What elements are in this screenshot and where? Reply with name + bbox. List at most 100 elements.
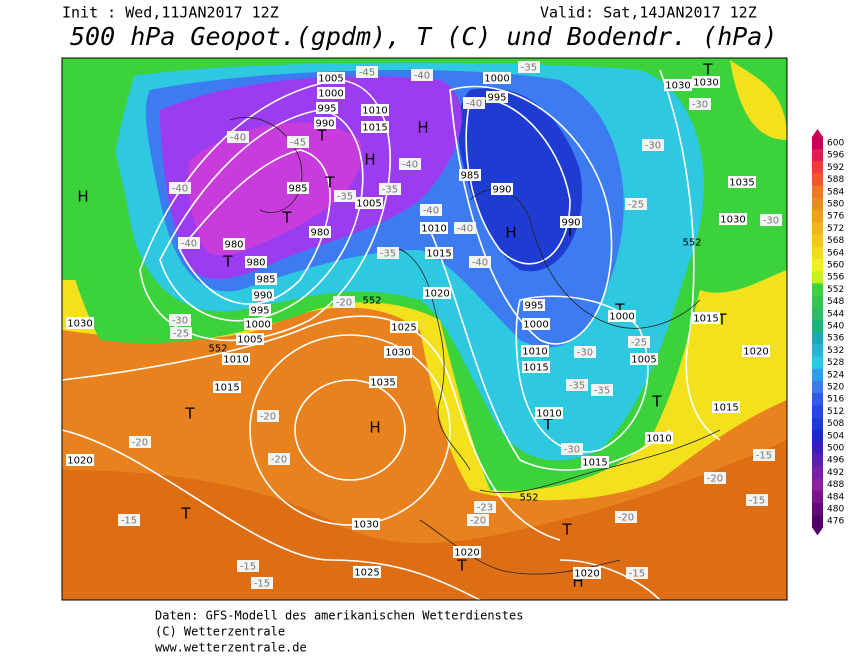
colorbar-bin (812, 417, 823, 431)
temperature-label: -20 (707, 474, 723, 485)
temperature-label: -25 (628, 200, 644, 211)
label-box (361, 104, 389, 116)
label-box (523, 299, 545, 311)
footer-source: Daten: GFS-Modell des amerikanischen Wet… (155, 609, 523, 623)
pressure-centre: H (572, 573, 583, 591)
magenta-area (188, 122, 362, 256)
colorbar-label: 596 (827, 151, 844, 161)
isobar-label: 1000 (484, 74, 509, 85)
isobar-label: 980 (224, 240, 243, 251)
colorbar-bin (812, 405, 823, 418)
colorbar-label: 580 (827, 200, 844, 210)
label-box (249, 304, 271, 316)
temperature-label: -20 (260, 412, 276, 423)
label-box (361, 121, 389, 133)
label-box (491, 183, 513, 195)
colorbar-bin (812, 271, 823, 284)
label-box (118, 514, 140, 526)
label-box (353, 566, 381, 578)
label-box (483, 72, 511, 84)
temperature-label: -15 (756, 451, 772, 462)
coastlines (229, 117, 721, 575)
label-box (425, 247, 453, 259)
isobar-label: 1030 (693, 78, 718, 89)
colorbar-bin (812, 222, 823, 235)
label-box (423, 287, 451, 299)
isobar-label: 990 (492, 185, 511, 196)
colorbar-label: 564 (827, 248, 844, 258)
pressure-centre: T (222, 253, 233, 271)
colorbar-bin (812, 246, 823, 260)
temperature-label: -15 (749, 496, 765, 507)
label-box (560, 216, 582, 228)
colorbar-label: 488 (827, 480, 844, 490)
label-box (728, 176, 756, 188)
label-box (454, 222, 476, 234)
colorbar-label: 524 (827, 370, 844, 380)
isobar-label: 995 (524, 301, 543, 312)
colorbar-label: 600 (827, 139, 844, 149)
pressure-centre: T (542, 416, 553, 434)
label-box (626, 567, 648, 579)
isobar-label: 990 (253, 291, 272, 302)
label-box (252, 289, 274, 301)
colorbar-bin (812, 149, 823, 162)
isobar-label: 1015 (214, 383, 239, 394)
colorbar-label: 544 (827, 309, 844, 319)
label-box (223, 238, 245, 250)
label-box (467, 514, 489, 526)
temperature-label: -30 (692, 100, 708, 111)
isobar-label: 1025 (391, 323, 416, 334)
isobar-label: 1015 (582, 458, 607, 469)
label-box (453, 546, 481, 558)
isobar-label: 1020 (67, 456, 92, 467)
colorbar-label: 556 (827, 273, 844, 283)
temperature-label: -25 (173, 329, 189, 340)
label-box (719, 213, 747, 225)
label-box (628, 336, 650, 348)
footer-url: www.wetterzentrale.de (155, 641, 307, 655)
temperature-label: -23 (477, 503, 493, 514)
label-box (522, 361, 550, 373)
valid-time: Valid: Sat,14JAN2017 12Z (540, 4, 757, 22)
label-box (268, 453, 290, 465)
temperature-label: -20 (132, 438, 148, 449)
colorbar-bin (812, 295, 823, 309)
colorbar-bin (812, 466, 823, 479)
label-box (664, 79, 692, 91)
label-box (227, 131, 249, 143)
label-box (566, 379, 588, 391)
footer-copyright: (C) Wetterzentrale (155, 625, 285, 639)
colorbar-arrow-bottom (812, 527, 823, 536)
isobar-label: 1015 (713, 403, 738, 414)
label-box (213, 381, 241, 393)
map-frame (61, 57, 788, 601)
pressure-centre: T (702, 61, 713, 79)
label-box (420, 204, 442, 216)
isobar-label: 1015 (523, 363, 548, 374)
temperature-label: -35 (521, 63, 537, 74)
colorbar: 600 596 592 588 584 580 576 572 568 564 560 556 552 5… (812, 129, 844, 536)
colorbar-bin (812, 332, 823, 345)
colorbar-bin (812, 442, 823, 455)
isobar-label: 1000 (609, 312, 634, 323)
pressure-centre: T (651, 393, 662, 411)
label-box (689, 98, 711, 110)
colorbar-label: 500 (827, 444, 844, 454)
colorbar-bin (812, 454, 823, 467)
colorbar-bin (812, 137, 823, 150)
colorbar-bin (812, 490, 823, 504)
map-field: H T T H T T T H H T H T T T T T T T H T 1005 1000 995 990 1010 10… (62, 58, 787, 600)
map-labels: H T T H T T T H H T H T T T T T T T H T 1005 1000 995 990 1010 10… (66, 61, 782, 591)
pressure-centre: T (180, 505, 191, 523)
isobar-label: 1010 (646, 434, 671, 445)
isobar-label: 1035 (370, 378, 395, 389)
label-box (591, 384, 613, 396)
isobar-label: 1015 (693, 314, 718, 325)
label-box (486, 91, 508, 103)
colorbar-label: 572 (827, 224, 844, 234)
label-box (399, 158, 421, 170)
colorbar-label: 504 (827, 431, 844, 441)
label-box (760, 214, 782, 226)
label-box (574, 346, 596, 358)
